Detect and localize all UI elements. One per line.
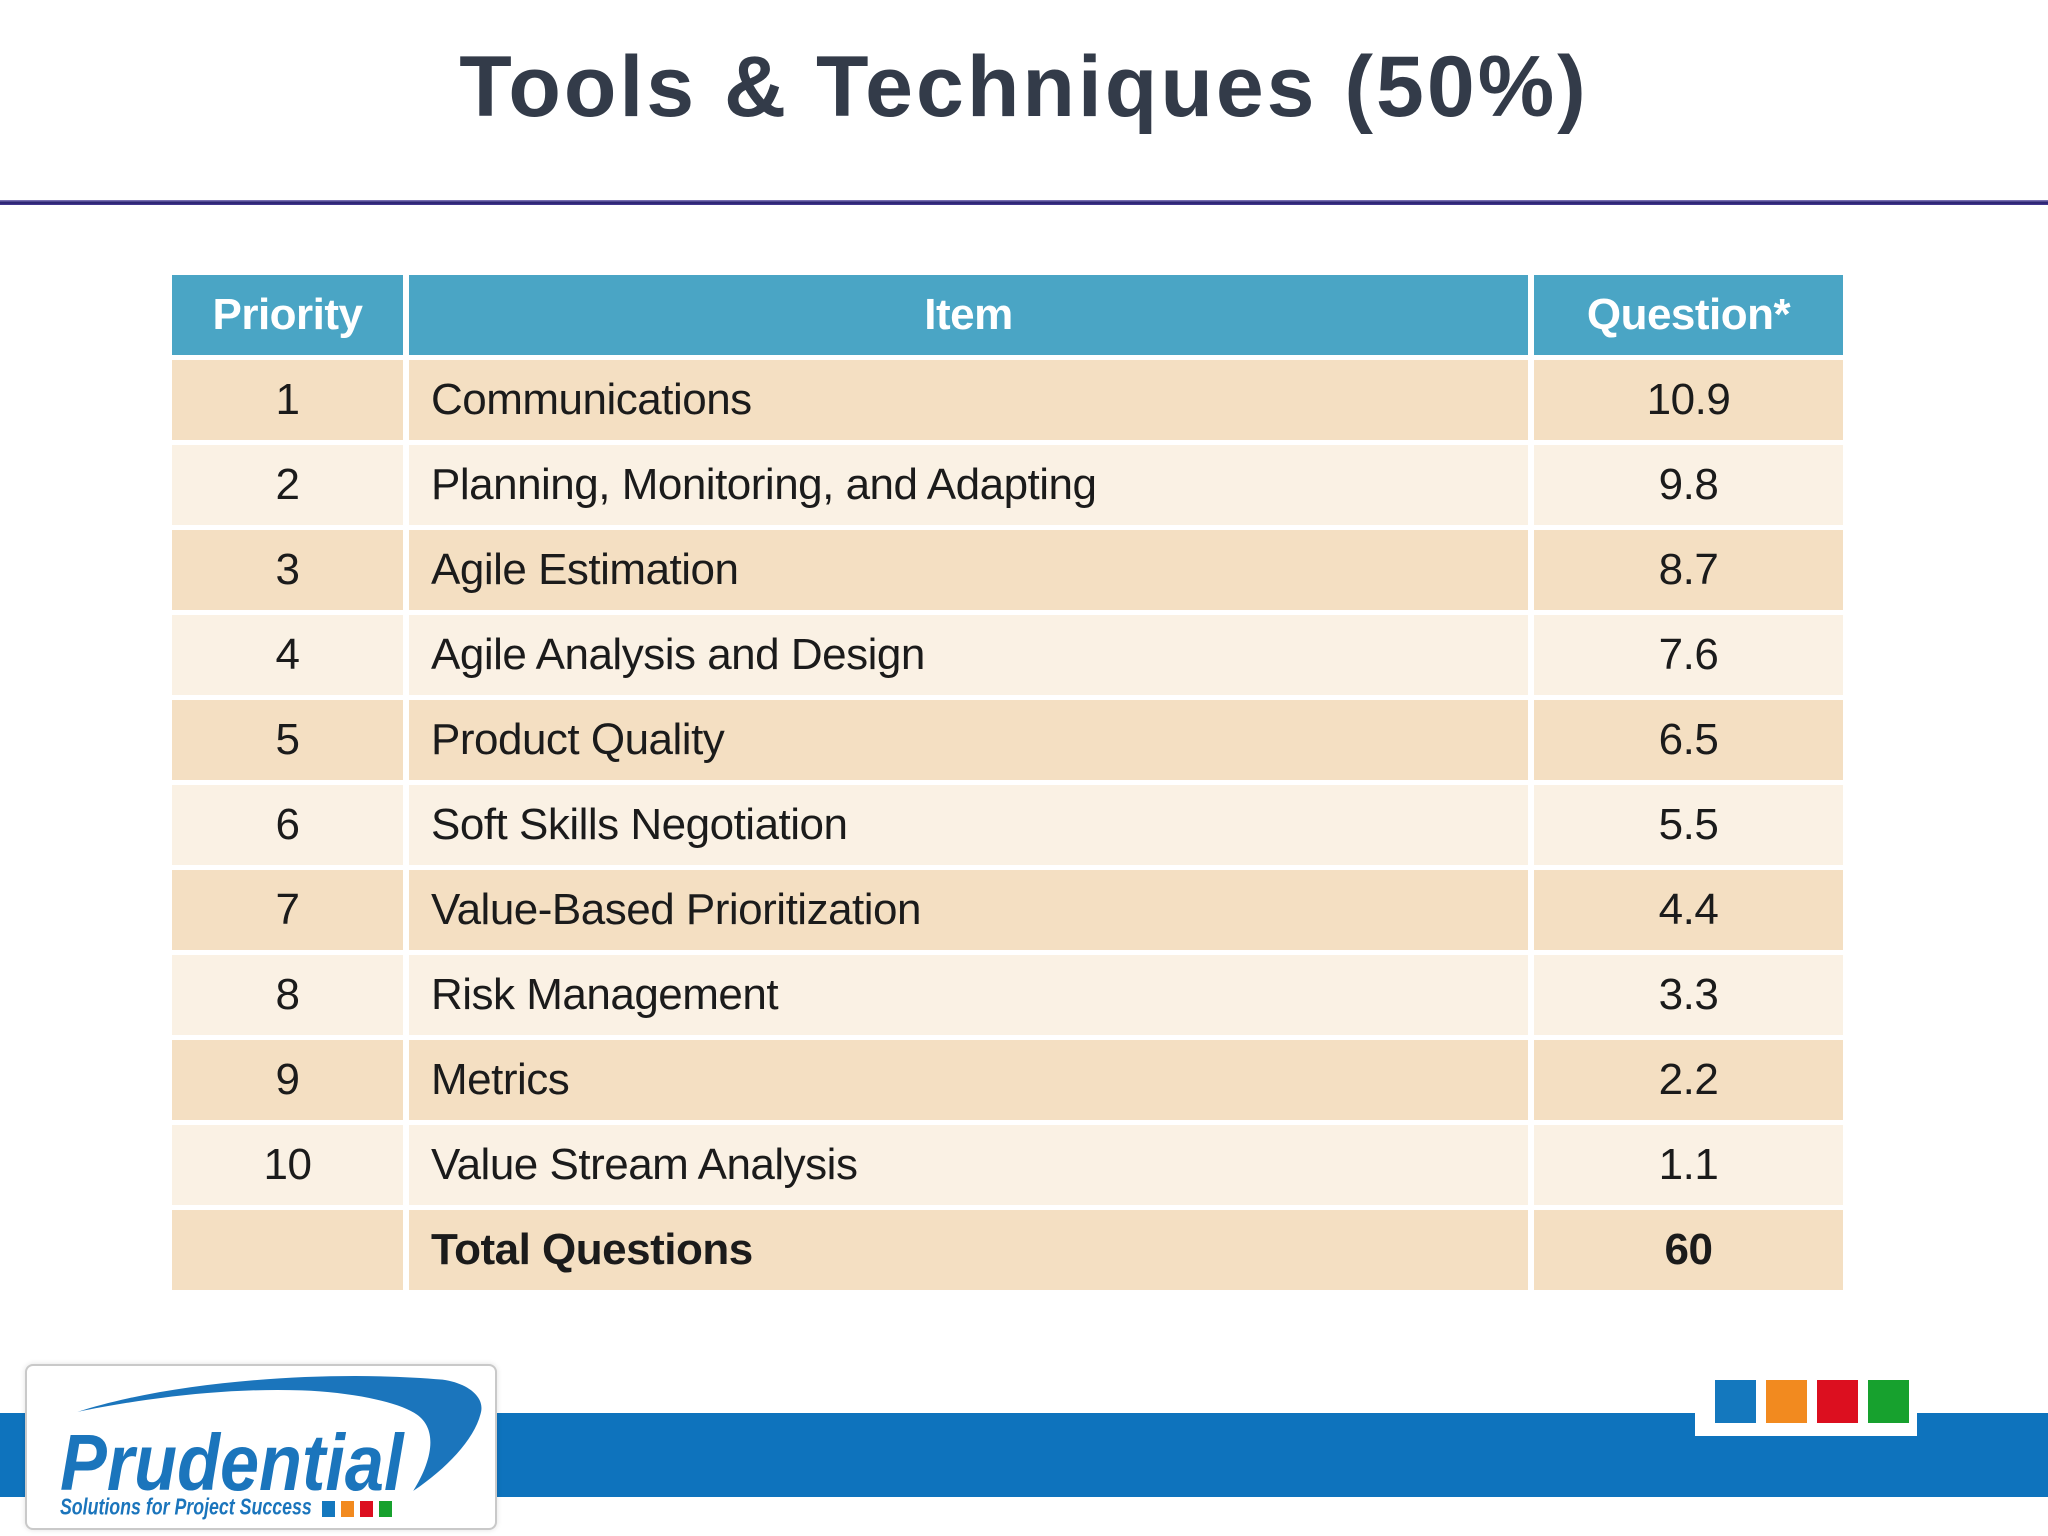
- accent-square: [1766, 1380, 1807, 1423]
- row-question: 4.4: [1534, 870, 1843, 950]
- row-priority: 6: [172, 785, 403, 865]
- logo-swoosh: [77, 1376, 482, 1491]
- row-priority: 5: [172, 700, 403, 780]
- row-question: 2.2: [1534, 1040, 1843, 1120]
- logo-accent-squares: [322, 1501, 392, 1517]
- row-priority: 4: [172, 615, 403, 695]
- slide-title: Tools & Techniques (50%): [459, 39, 1589, 135]
- row-question: 10.9: [1534, 360, 1843, 440]
- prudential-logo: Prudential Solutions for Project Success: [25, 1364, 497, 1530]
- column-header-priority: Priority: [172, 275, 403, 355]
- accent-square: [1817, 1380, 1858, 1423]
- logo-accent-square: [360, 1501, 373, 1517]
- logo-accent-square: [322, 1501, 335, 1517]
- total-row-label: Total Questions: [409, 1210, 1528, 1290]
- prudential-logo-graphic: Prudential Solutions for Project Success: [60, 1376, 482, 1519]
- row-question: 9.8: [1534, 445, 1843, 525]
- total-row-value: 60: [1534, 1210, 1843, 1290]
- title-divider: [0, 200, 2048, 205]
- accent-square: [1715, 1380, 1756, 1423]
- row-item: Value-Based Prioritization: [409, 870, 1528, 950]
- row-item: Agile Analysis and Design: [409, 615, 1528, 695]
- row-priority: 8: [172, 955, 403, 1035]
- row-item: Risk Management: [409, 955, 1528, 1035]
- row-item: Product Quality: [409, 700, 1528, 780]
- row-priority: 10: [172, 1125, 403, 1205]
- row-item: Value Stream Analysis: [409, 1125, 1528, 1205]
- total-row-priority: [172, 1210, 403, 1290]
- logo-tagline-text: Solutions for Project Success: [60, 1493, 312, 1519]
- row-question: 3.3: [1534, 955, 1843, 1035]
- row-priority: 3: [172, 530, 403, 610]
- row-priority: 7: [172, 870, 403, 950]
- priority-table: Priority Item Question* 1 Communications 1…: [172, 275, 1843, 1290]
- row-item: Planning, Monitoring, and Adapting: [409, 445, 1528, 525]
- row-question: 6.5: [1534, 700, 1843, 780]
- row-priority: 1: [172, 360, 403, 440]
- row-question: 8.7: [1534, 530, 1843, 610]
- row-priority: 9: [172, 1040, 403, 1120]
- row-question: 5.5: [1534, 785, 1843, 865]
- accent-square: [1868, 1380, 1909, 1423]
- row-question: 7.6: [1534, 615, 1843, 695]
- accent-squares: [1715, 1380, 1909, 1423]
- logo-accent-square: [379, 1501, 392, 1517]
- column-header-question: Question*: [1534, 275, 1843, 355]
- row-item: Metrics: [409, 1040, 1528, 1120]
- row-question: 1.1: [1534, 1125, 1843, 1205]
- row-item: Agile Estimation: [409, 530, 1528, 610]
- row-item: Communications: [409, 360, 1528, 440]
- logo-accent-square: [341, 1501, 354, 1517]
- column-header-item: Item: [409, 275, 1528, 355]
- row-item: Soft Skills Negotiation: [409, 785, 1528, 865]
- logo-brand-text: Prudential: [60, 1418, 405, 1507]
- row-priority: 2: [172, 445, 403, 525]
